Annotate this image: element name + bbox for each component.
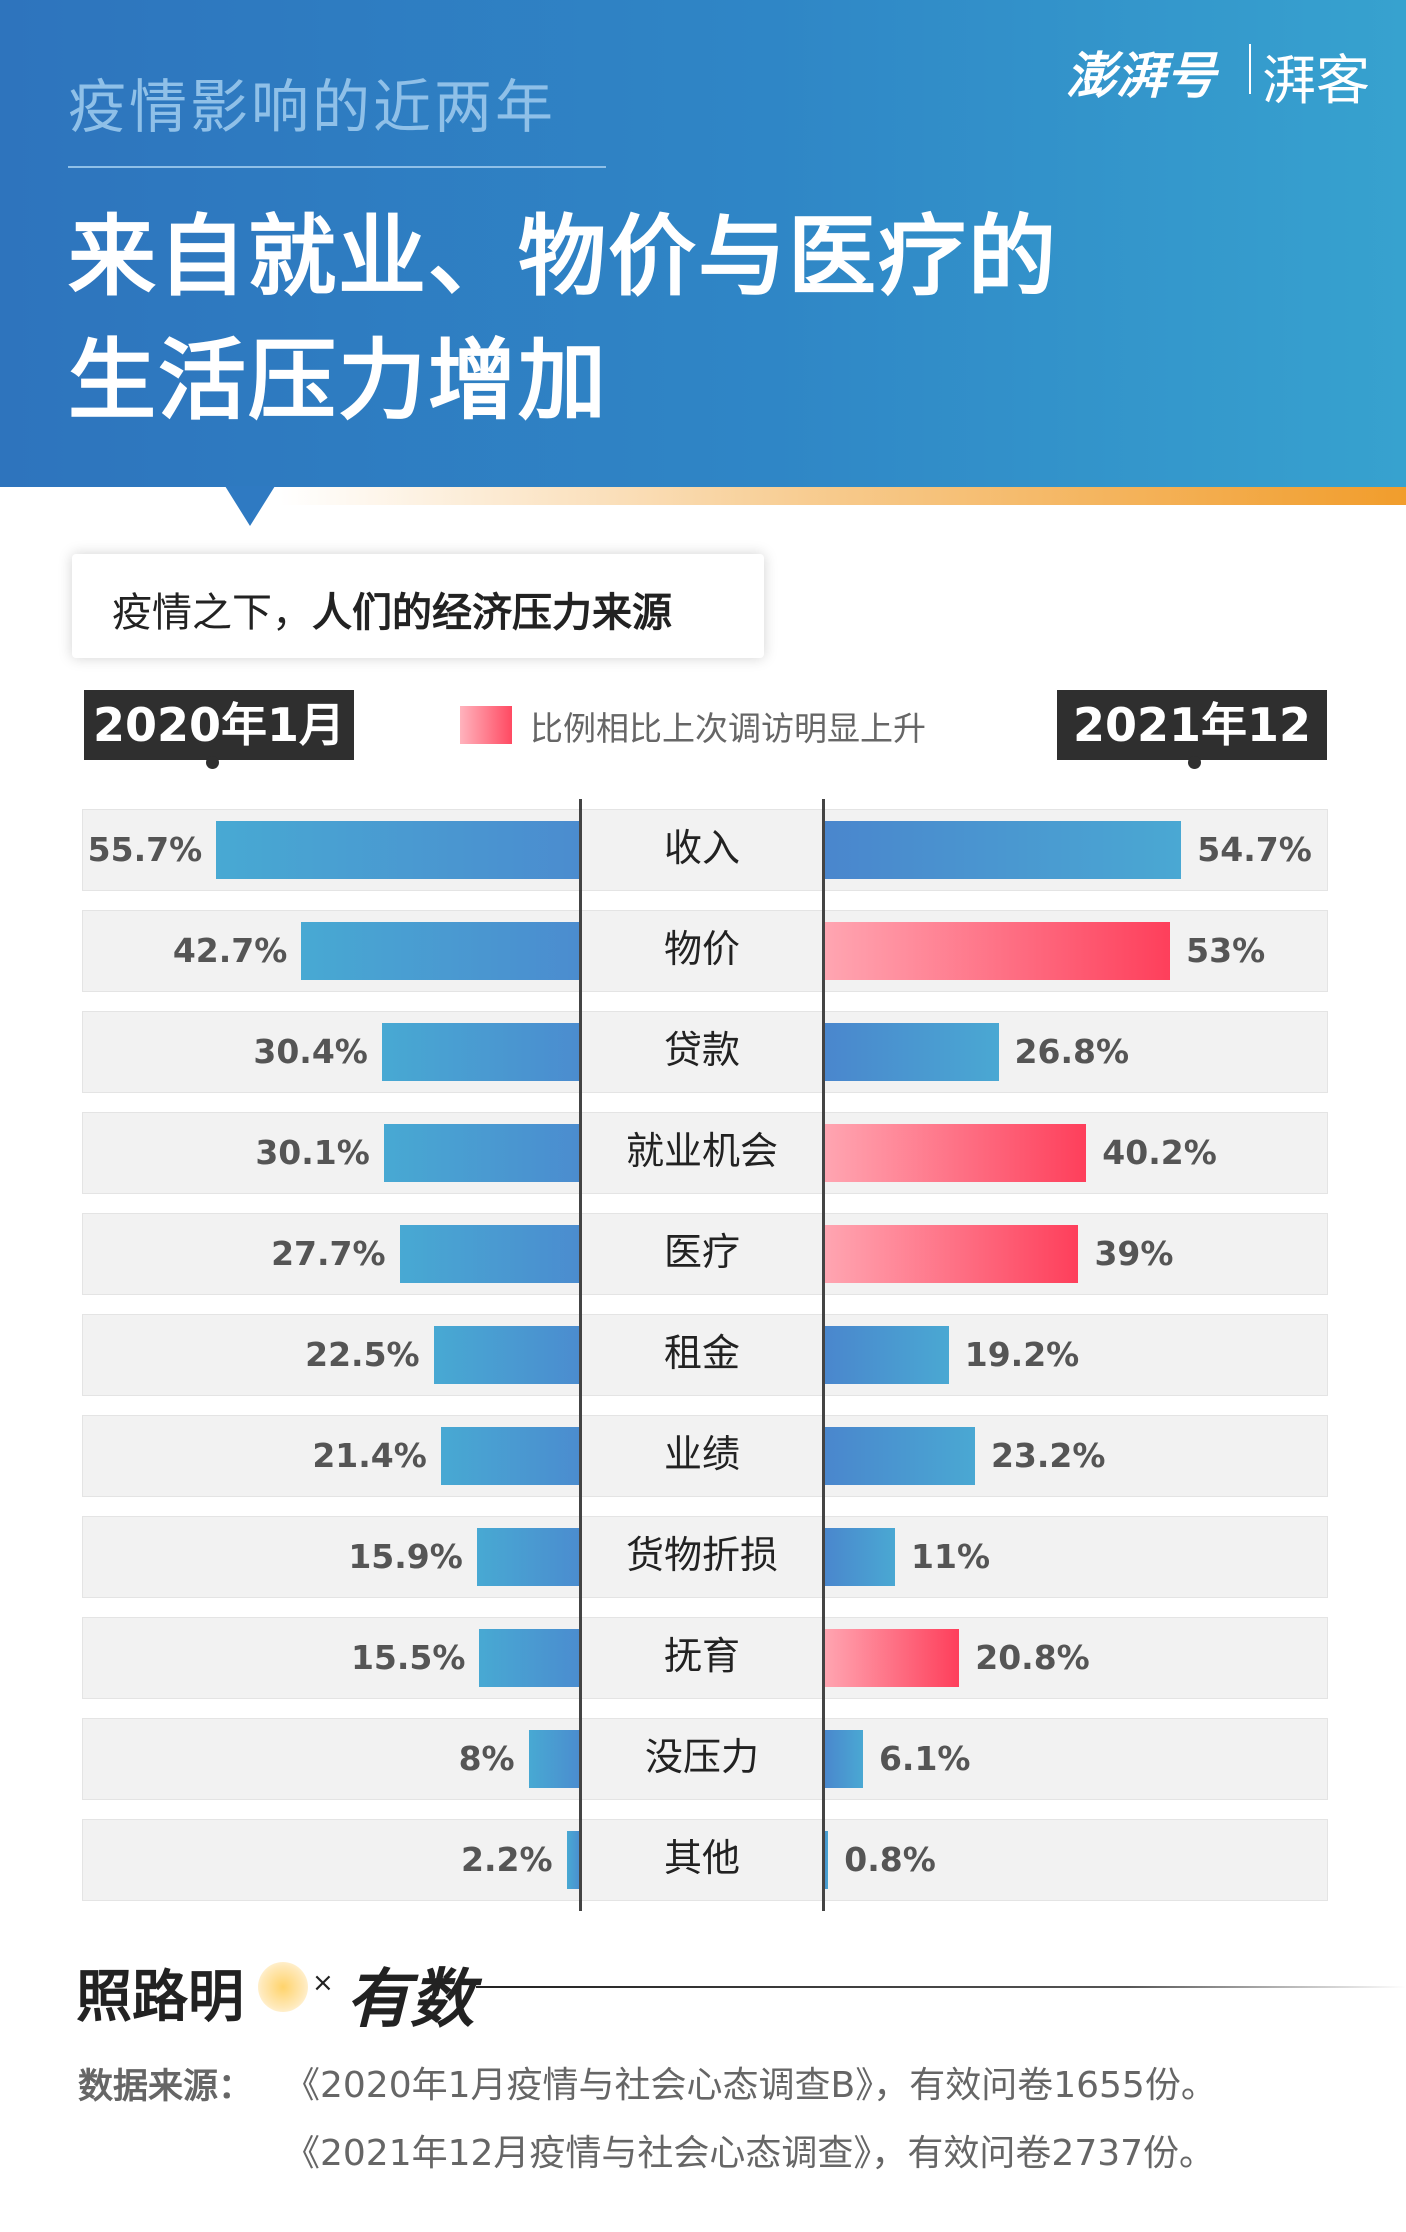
- bar-2021-highlight: [823, 1225, 1079, 1283]
- value-label-2020: 2.2%: [461, 1840, 553, 1879]
- bar-2021: [823, 1730, 863, 1788]
- value-label-2021: 40.2%: [1102, 1133, 1217, 1172]
- value-label-2021: 20.8%: [975, 1638, 1090, 1677]
- bar-2020: [476, 1528, 581, 1586]
- legend-label: 比例相比上次调访明显上升: [530, 709, 926, 748]
- brand-times: ×: [312, 1968, 334, 1998]
- value-label-2021: 6.1%: [878, 1739, 971, 1778]
- bar-2021: [823, 1023, 999, 1081]
- section-title-box: 疫情之下，人们的经济压力来源: [72, 554, 764, 658]
- header-banner: [0, 0, 1406, 487]
- chart-row-bg: [82, 1314, 1328, 1396]
- value-label-2021: 39%: [1094, 1234, 1174, 1273]
- chart-row-bg: [82, 1213, 1328, 1295]
- bar-2021: [823, 1427, 975, 1485]
- brand-glow-icon: [258, 1962, 308, 2012]
- source-label: 数据来源：: [78, 2067, 254, 2107]
- chart-row-bg: [82, 1718, 1328, 1800]
- category-label: 贷款: [663, 1028, 740, 1072]
- bar-2020: [301, 922, 581, 980]
- value-label-2021: 11%: [911, 1537, 991, 1576]
- bar-2021-highlight: [823, 1124, 1087, 1182]
- section-title-prefix: 疫情之下，: [112, 590, 312, 636]
- chart-row-bg: [82, 1415, 1328, 1497]
- value-label-2021: 23.2%: [990, 1436, 1106, 1475]
- chart-row-bg: [82, 1516, 1328, 1598]
- value-label-2020: 22.5%: [305, 1335, 420, 1374]
- year-tag-2020: 2020年1月: [84, 690, 354, 760]
- source-line-1: 《2020年1月疫情与社会心态调查B》，有效问卷1655份。: [284, 2065, 1217, 2106]
- logo-divider: [1249, 44, 1251, 94]
- brand-youshu: 有数: [346, 1962, 474, 2037]
- accent-line: [280, 487, 1406, 505]
- value-label-2020: 30.1%: [255, 1133, 370, 1172]
- value-label-2020: 27.7%: [271, 1234, 386, 1273]
- bar-2020: [566, 1831, 581, 1889]
- source-line-2: 《2021年12月疫情与社会心态调查》，有效问卷2737份。: [284, 2133, 1216, 2174]
- category-label: 租金: [663, 1331, 740, 1375]
- value-label-2021: 26.8%: [1014, 1032, 1130, 1071]
- section-title-bold: 人们的经济压力来源: [312, 590, 672, 636]
- axis-right: [822, 799, 825, 1911]
- year-tag-2021-dot: [1188, 756, 1201, 769]
- page-subtitle: 疫情影响的近两年: [68, 73, 557, 141]
- chart-row-bg: [82, 1011, 1328, 1093]
- bar-2021: [823, 1528, 896, 1586]
- value-label-2020: 15.9%: [348, 1537, 463, 1576]
- bar-2020: [399, 1225, 581, 1283]
- chart-row-bg: [82, 1617, 1328, 1699]
- title-line-1: 来自就业、物价与医疗的: [68, 205, 1059, 308]
- value-label-2021: 0.8%: [844, 1840, 936, 1879]
- brand-zhaoluming: 照路明: [76, 1964, 244, 2030]
- axis-left: [579, 799, 582, 1911]
- bar-2020: [216, 821, 581, 879]
- title-line-2: 生活压力增加: [68, 329, 609, 432]
- value-label-2020: 55.7%: [87, 830, 203, 869]
- bar-2021: [823, 821, 1182, 879]
- year-tag-2020-dot: [206, 756, 219, 769]
- bar-2020: [381, 1023, 581, 1081]
- chart-row-bg: [82, 1819, 1328, 1901]
- chart-row-bg: [82, 1112, 1328, 1194]
- header-pointer: [225, 486, 275, 526]
- bar-2021: [823, 1831, 829, 1889]
- bar-2020: [440, 1427, 581, 1485]
- category-label: 业绩: [663, 1432, 740, 1476]
- bar-2020: [433, 1326, 581, 1384]
- bar-2020: [479, 1629, 581, 1687]
- pengpai-logo: 澎湃号: [1066, 47, 1216, 105]
- bar-2021-highlight: [823, 922, 1171, 980]
- bar-2020: [383, 1124, 581, 1182]
- value-label-2021: 53%: [1186, 931, 1266, 970]
- category-label: 收入: [663, 826, 740, 870]
- page-title: 来自就业、物价与医疗的 生活压力增加: [68, 195, 1168, 443]
- category-label: 货物折损: [625, 1533, 778, 1577]
- value-label-2020: 15.5%: [350, 1638, 466, 1677]
- bar-2021: [823, 1326, 949, 1384]
- value-label-2020: 8%: [458, 1739, 515, 1778]
- brand-divider: [476, 1986, 1406, 1988]
- bar-2020: [528, 1730, 581, 1788]
- subtitle-underline: [68, 166, 606, 168]
- category-label: 物价: [663, 927, 740, 971]
- value-label-2020: 21.4%: [312, 1436, 427, 1475]
- section-title: 疫情之下，人们的经济压力来源: [112, 580, 672, 638]
- category-label: 其他: [663, 1836, 740, 1880]
- paike-logo: 湃客: [1262, 49, 1370, 112]
- legend-swatch-red: [460, 706, 512, 744]
- value-label-2021: 19.2%: [964, 1335, 1080, 1374]
- value-label-2021: 54.7%: [1197, 830, 1312, 869]
- value-label-2020: 30.4%: [253, 1032, 368, 1071]
- category-label: 没压力: [644, 1735, 759, 1779]
- category-label: 就业机会: [625, 1129, 778, 1173]
- value-label-2020: 42.7%: [172, 931, 288, 970]
- category-label: 抚育: [663, 1634, 740, 1678]
- category-label: 医疗: [663, 1230, 740, 1274]
- bar-2021-highlight: [823, 1629, 960, 1687]
